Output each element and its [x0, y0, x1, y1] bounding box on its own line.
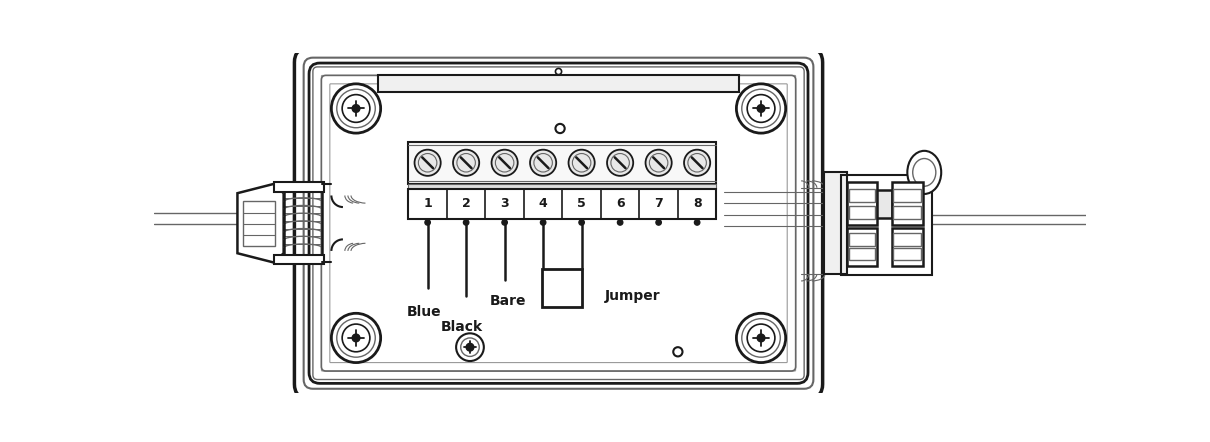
- Ellipse shape: [415, 150, 440, 176]
- Bar: [847, 228, 876, 267]
- Ellipse shape: [611, 153, 629, 172]
- Text: 5: 5: [577, 198, 586, 210]
- Text: 7: 7: [655, 198, 663, 210]
- Text: 2: 2: [462, 198, 471, 210]
- Ellipse shape: [747, 324, 774, 352]
- Text: Black: Black: [442, 320, 483, 334]
- FancyBboxPatch shape: [294, 49, 823, 398]
- Ellipse shape: [617, 220, 623, 225]
- Ellipse shape: [491, 150, 518, 176]
- Bar: [408, 189, 716, 219]
- Ellipse shape: [912, 159, 935, 186]
- Bar: [847, 183, 876, 225]
- Ellipse shape: [908, 151, 941, 194]
- Ellipse shape: [342, 95, 370, 122]
- Ellipse shape: [572, 153, 590, 172]
- Ellipse shape: [530, 150, 557, 176]
- Ellipse shape: [607, 150, 633, 176]
- Ellipse shape: [757, 105, 765, 112]
- Bar: [243, 201, 275, 246]
- Ellipse shape: [541, 220, 546, 225]
- Ellipse shape: [555, 69, 561, 75]
- Ellipse shape: [352, 334, 359, 342]
- Ellipse shape: [737, 313, 785, 362]
- Bar: [893, 248, 921, 260]
- Ellipse shape: [453, 150, 479, 176]
- Bar: [408, 184, 716, 189]
- Bar: [892, 183, 923, 225]
- Text: 3: 3: [500, 198, 509, 210]
- Ellipse shape: [569, 150, 595, 176]
- Bar: [848, 189, 875, 202]
- Ellipse shape: [650, 153, 668, 172]
- Text: 6: 6: [616, 198, 624, 210]
- Bar: [408, 141, 716, 184]
- Ellipse shape: [534, 153, 552, 172]
- Ellipse shape: [684, 150, 710, 176]
- Bar: [824, 172, 847, 274]
- Ellipse shape: [457, 153, 476, 172]
- Bar: [378, 75, 739, 91]
- Bar: [848, 206, 875, 219]
- Ellipse shape: [656, 220, 662, 225]
- Ellipse shape: [687, 153, 707, 172]
- Ellipse shape: [463, 220, 468, 225]
- FancyBboxPatch shape: [313, 67, 805, 380]
- Text: 1: 1: [424, 198, 432, 210]
- Ellipse shape: [342, 324, 370, 352]
- Polygon shape: [273, 183, 323, 192]
- Ellipse shape: [332, 84, 381, 133]
- Polygon shape: [237, 184, 283, 263]
- Ellipse shape: [555, 124, 565, 133]
- Ellipse shape: [695, 220, 699, 225]
- Ellipse shape: [336, 319, 375, 357]
- Ellipse shape: [742, 319, 780, 357]
- Ellipse shape: [645, 150, 672, 176]
- Ellipse shape: [578, 220, 584, 225]
- Bar: [841, 175, 932, 275]
- Text: 8: 8: [693, 198, 702, 210]
- Bar: [893, 189, 921, 202]
- Bar: [283, 184, 322, 263]
- Text: Jumper: Jumper: [605, 289, 661, 303]
- Ellipse shape: [425, 220, 431, 225]
- Ellipse shape: [742, 89, 780, 128]
- Ellipse shape: [332, 313, 381, 362]
- Bar: [892, 228, 923, 267]
- Ellipse shape: [419, 153, 437, 172]
- Bar: [893, 206, 921, 219]
- Ellipse shape: [336, 89, 375, 128]
- Ellipse shape: [757, 334, 765, 342]
- Bar: [848, 233, 875, 246]
- Bar: [876, 190, 892, 218]
- Ellipse shape: [461, 338, 479, 356]
- Text: Bare: Bare: [490, 294, 526, 308]
- Ellipse shape: [502, 220, 507, 225]
- Ellipse shape: [737, 84, 785, 133]
- Text: 4: 4: [538, 198, 547, 210]
- FancyBboxPatch shape: [322, 76, 796, 371]
- Text: Blue: Blue: [407, 305, 442, 319]
- Ellipse shape: [673, 347, 682, 356]
- Bar: [893, 233, 921, 246]
- Ellipse shape: [495, 153, 514, 172]
- Bar: [848, 248, 875, 260]
- Ellipse shape: [466, 343, 474, 351]
- Bar: [542, 269, 582, 307]
- Ellipse shape: [456, 333, 484, 361]
- Ellipse shape: [747, 95, 774, 122]
- FancyBboxPatch shape: [304, 57, 813, 389]
- Polygon shape: [273, 255, 323, 264]
- Ellipse shape: [352, 105, 359, 112]
